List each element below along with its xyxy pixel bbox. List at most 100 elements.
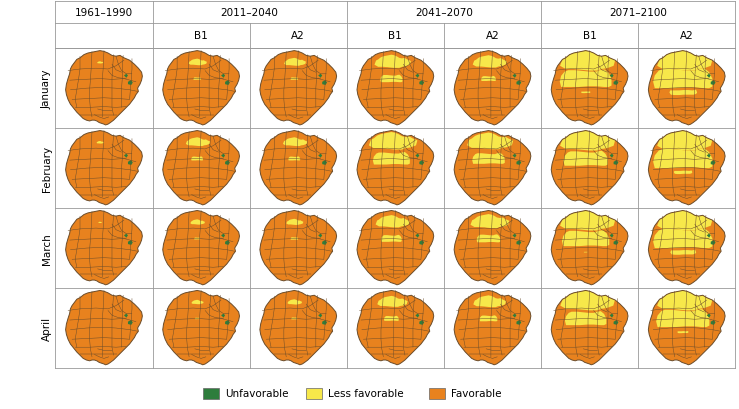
Polygon shape bbox=[711, 320, 715, 325]
Text: 2071–2100: 2071–2100 bbox=[609, 8, 667, 18]
Polygon shape bbox=[512, 74, 517, 79]
Polygon shape bbox=[375, 216, 409, 228]
Polygon shape bbox=[551, 211, 628, 285]
Polygon shape bbox=[221, 74, 225, 79]
Polygon shape bbox=[128, 320, 133, 325]
Polygon shape bbox=[517, 320, 521, 325]
Polygon shape bbox=[584, 252, 588, 253]
Polygon shape bbox=[378, 296, 408, 307]
Polygon shape bbox=[657, 211, 712, 231]
Text: Less favorable: Less favorable bbox=[328, 388, 403, 398]
Polygon shape bbox=[415, 154, 419, 158]
Polygon shape bbox=[419, 240, 424, 245]
Polygon shape bbox=[711, 240, 715, 245]
Polygon shape bbox=[559, 70, 611, 88]
Polygon shape bbox=[357, 211, 434, 285]
Polygon shape bbox=[322, 240, 327, 245]
Polygon shape bbox=[560, 211, 615, 231]
Polygon shape bbox=[473, 56, 507, 68]
Polygon shape bbox=[653, 229, 712, 248]
Text: February: February bbox=[41, 146, 52, 192]
Polygon shape bbox=[225, 81, 230, 86]
Polygon shape bbox=[357, 131, 434, 205]
Polygon shape bbox=[194, 238, 200, 240]
Polygon shape bbox=[284, 59, 306, 67]
Polygon shape bbox=[260, 131, 337, 205]
Polygon shape bbox=[128, 161, 133, 166]
Polygon shape bbox=[706, 314, 711, 318]
Polygon shape bbox=[648, 52, 725, 126]
Polygon shape bbox=[657, 131, 712, 151]
Polygon shape bbox=[610, 314, 613, 318]
Polygon shape bbox=[653, 149, 712, 169]
Polygon shape bbox=[419, 320, 424, 325]
Polygon shape bbox=[670, 90, 697, 96]
Polygon shape bbox=[260, 291, 337, 365]
Polygon shape bbox=[551, 52, 628, 126]
Polygon shape bbox=[467, 133, 513, 150]
Text: 1961–1990: 1961–1990 bbox=[75, 8, 133, 18]
Polygon shape bbox=[656, 309, 709, 327]
Polygon shape bbox=[163, 291, 239, 365]
Polygon shape bbox=[562, 231, 609, 247]
Polygon shape bbox=[610, 234, 613, 238]
Polygon shape bbox=[473, 296, 506, 308]
Polygon shape bbox=[706, 74, 711, 79]
Polygon shape bbox=[613, 161, 619, 166]
Polygon shape bbox=[512, 154, 517, 158]
Text: A2: A2 bbox=[486, 31, 500, 41]
Text: Favorable: Favorable bbox=[451, 388, 501, 398]
Text: B1: B1 bbox=[583, 31, 596, 41]
Polygon shape bbox=[225, 320, 230, 325]
Polygon shape bbox=[613, 320, 619, 325]
Polygon shape bbox=[563, 151, 607, 166]
Polygon shape bbox=[98, 222, 102, 223]
Polygon shape bbox=[124, 74, 128, 79]
Polygon shape bbox=[706, 154, 711, 158]
Polygon shape bbox=[613, 81, 619, 86]
Polygon shape bbox=[124, 234, 128, 238]
Polygon shape bbox=[322, 81, 327, 86]
Polygon shape bbox=[287, 299, 302, 305]
Text: March: March bbox=[41, 233, 52, 264]
Polygon shape bbox=[163, 211, 239, 285]
Polygon shape bbox=[551, 291, 628, 365]
Polygon shape bbox=[225, 161, 230, 166]
Polygon shape bbox=[124, 314, 128, 318]
Polygon shape bbox=[565, 311, 606, 325]
Polygon shape bbox=[551, 131, 628, 205]
Polygon shape bbox=[260, 211, 337, 285]
Polygon shape bbox=[225, 240, 230, 245]
Polygon shape bbox=[419, 161, 424, 166]
Polygon shape bbox=[290, 78, 298, 81]
Polygon shape bbox=[610, 154, 613, 158]
Polygon shape bbox=[286, 219, 303, 225]
Polygon shape bbox=[319, 314, 322, 318]
Polygon shape bbox=[381, 235, 402, 242]
Text: April: April bbox=[41, 316, 52, 340]
Polygon shape bbox=[357, 52, 434, 126]
Polygon shape bbox=[384, 316, 399, 321]
Polygon shape bbox=[221, 154, 225, 158]
Polygon shape bbox=[481, 77, 496, 82]
Polygon shape bbox=[472, 153, 505, 164]
Polygon shape bbox=[477, 235, 500, 243]
Text: B1: B1 bbox=[194, 31, 208, 41]
Polygon shape bbox=[560, 291, 615, 310]
Polygon shape bbox=[657, 291, 712, 311]
Polygon shape bbox=[319, 234, 322, 238]
Polygon shape bbox=[319, 154, 322, 158]
Polygon shape bbox=[454, 131, 531, 205]
Polygon shape bbox=[375, 56, 411, 69]
Polygon shape bbox=[97, 142, 104, 144]
Polygon shape bbox=[163, 52, 239, 126]
Polygon shape bbox=[186, 138, 210, 147]
Polygon shape bbox=[512, 314, 517, 318]
Polygon shape bbox=[454, 52, 531, 126]
Polygon shape bbox=[66, 291, 143, 365]
Polygon shape bbox=[560, 131, 615, 151]
Polygon shape bbox=[288, 157, 300, 161]
Text: 2041–2070: 2041–2070 bbox=[415, 8, 473, 18]
Polygon shape bbox=[454, 291, 531, 365]
Polygon shape bbox=[97, 62, 103, 64]
